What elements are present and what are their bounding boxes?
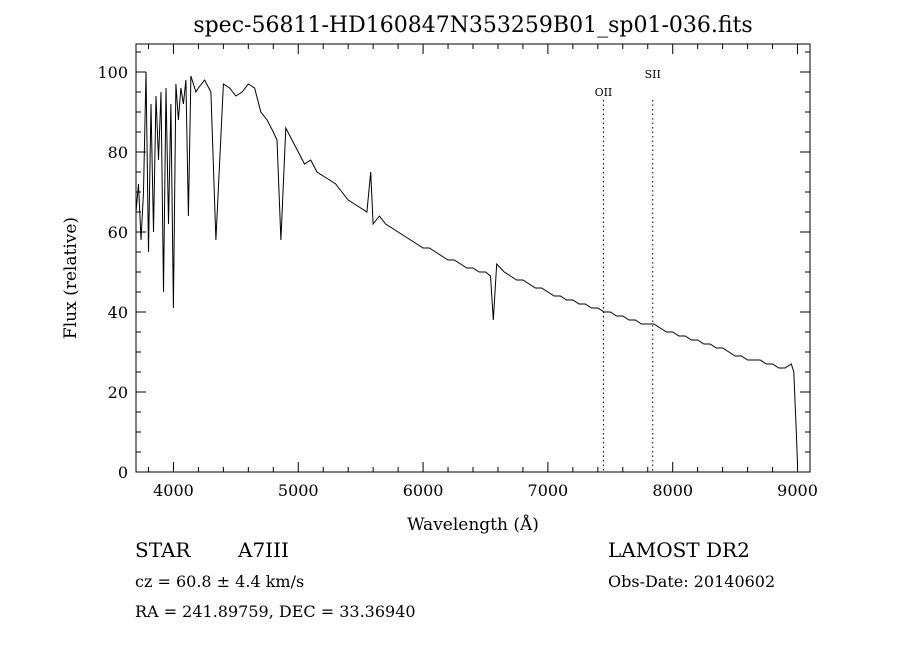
y-tick-label: 80 xyxy=(108,143,128,162)
y-tick-label: 20 xyxy=(108,383,128,402)
y-tick-label: 60 xyxy=(108,223,128,242)
emission-line-label: SII xyxy=(645,68,661,81)
spectrum-line xyxy=(135,71,798,465)
y-tick-label: 0 xyxy=(118,463,128,482)
x-tick-label: 7000 xyxy=(528,481,569,500)
x-tick-label: 8000 xyxy=(652,481,693,500)
x-axis-label: Wavelength (Å) xyxy=(407,514,539,535)
y-tick-label: 100 xyxy=(97,63,128,82)
x-tick-label: 5000 xyxy=(278,481,319,500)
x-tick-label: 6000 xyxy=(403,481,444,500)
x-tick-label: 4000 xyxy=(153,481,194,500)
subclass-label: A7III xyxy=(238,538,289,562)
obs-date-label: Obs-Date: 20140602 xyxy=(608,572,776,591)
object-type-label: STAR xyxy=(135,538,191,562)
plot-frame xyxy=(135,43,811,473)
survey-label: LAMOST DR2 xyxy=(608,538,750,562)
chart-title: spec-56811-HD160847N353259B01_sp01-036.f… xyxy=(193,13,752,38)
x-tick-label: 9000 xyxy=(777,481,818,500)
y-axis-label: Flux (relative) xyxy=(61,217,81,339)
emission-line-label: OII xyxy=(595,86,613,99)
y-tick-label: 40 xyxy=(108,303,128,322)
coordinates-label: RA = 241.89759, DEC = 33.36940 xyxy=(135,602,416,621)
redshift-label: cz = 60.8 ± 4.4 km/s xyxy=(135,572,305,591)
